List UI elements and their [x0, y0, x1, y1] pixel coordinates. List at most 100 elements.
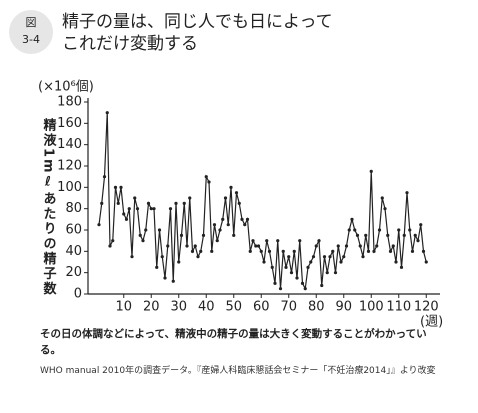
data-point	[399, 265, 404, 269]
x-tick-label: 10	[115, 300, 132, 315]
data-point	[295, 276, 299, 280]
data-point	[325, 271, 329, 275]
data-point	[204, 175, 208, 179]
data-point	[254, 244, 258, 248]
data-point	[212, 223, 217, 227]
data-point	[196, 255, 200, 259]
data-point	[133, 196, 137, 200]
data-point	[210, 249, 214, 253]
data-point	[122, 212, 126, 216]
y-tick-label: 80	[65, 201, 82, 216]
data-point	[413, 233, 417, 237]
data-point	[177, 260, 181, 264]
data-point	[383, 207, 387, 211]
data-point	[366, 249, 371, 253]
data-point	[369, 169, 373, 173]
data-point	[284, 265, 288, 269]
data-point	[289, 271, 294, 275]
data-point	[185, 244, 189, 248]
badge-label: 図	[26, 16, 37, 29]
data-point	[276, 239, 280, 243]
data-point	[372, 249, 376, 253]
data-point	[273, 281, 277, 285]
data-point	[270, 265, 274, 269]
data-point	[377, 228, 382, 232]
data-point	[314, 244, 318, 248]
source: WHO manual 2010年の調査データ。『産婦人科臨床懇話会セミナー「不妊…	[40, 366, 436, 376]
data-point	[259, 249, 263, 253]
x-tick-label: 30	[170, 300, 187, 315]
data-point	[317, 239, 321, 243]
data-point	[182, 201, 186, 205]
x-tick-label: 100	[359, 300, 384, 315]
data-point	[358, 244, 362, 248]
x-tick-label: 50	[225, 300, 242, 315]
data-point	[237, 201, 241, 205]
data-point	[119, 185, 123, 189]
x-tick-label: 20	[143, 300, 160, 315]
data-point	[248, 249, 252, 253]
data-point	[388, 249, 393, 253]
data-point	[375, 244, 379, 248]
y-tick-label: 160	[57, 116, 82, 131]
data-point	[226, 223, 230, 227]
data-point	[408, 228, 412, 232]
data-point	[157, 228, 162, 232]
data-point	[97, 223, 101, 227]
data-point	[256, 244, 261, 248]
data-point	[232, 233, 236, 237]
data-point	[179, 233, 184, 237]
x-tick-label: 80	[308, 300, 325, 315]
data-point	[229, 185, 233, 189]
data-point	[278, 287, 283, 291]
data-point	[322, 255, 327, 259]
data-point	[240, 217, 244, 221]
chart-title: これだけ変動する	[62, 34, 198, 54]
data-point	[146, 201, 151, 205]
y-unit: (×10⁶個)	[38, 80, 94, 95]
data-point	[339, 260, 343, 264]
data-point	[190, 249, 195, 253]
data-point	[331, 249, 335, 253]
data-point	[215, 239, 219, 243]
data-point	[218, 228, 222, 232]
data-point	[221, 217, 225, 221]
data-point	[303, 287, 307, 291]
data-point	[144, 228, 148, 232]
data-point	[311, 255, 316, 259]
data-point	[353, 228, 357, 232]
data-point	[309, 260, 313, 264]
data-point	[245, 217, 250, 221]
x-tick-label: 60	[253, 300, 270, 315]
y-tick-label: 20	[65, 265, 82, 280]
data-point	[298, 239, 302, 243]
data-point	[419, 223, 423, 227]
data-point	[207, 180, 211, 184]
data-point	[166, 244, 170, 248]
data-point	[342, 255, 346, 259]
y-tick-label: 180	[57, 95, 82, 110]
x-tick-label: 70	[280, 300, 297, 315]
data-point	[397, 228, 401, 232]
data-point	[149, 207, 153, 211]
badge-number: 3-4	[22, 33, 40, 46]
data-point	[199, 249, 203, 253]
data-point	[333, 271, 338, 275]
data-point	[102, 175, 107, 179]
data-point	[350, 217, 354, 221]
data-point	[347, 228, 351, 232]
data-point	[361, 255, 365, 259]
data-point	[127, 207, 131, 211]
data-point	[155, 265, 159, 269]
data-point	[292, 249, 296, 253]
data-point	[163, 276, 167, 280]
data-point	[124, 217, 129, 221]
data-point	[251, 239, 255, 243]
data-point	[328, 255, 332, 259]
data-point	[265, 239, 269, 243]
x-tick-label: 110	[386, 300, 411, 315]
data-point	[410, 249, 415, 253]
data-point	[262, 260, 266, 264]
data-point	[168, 207, 173, 211]
